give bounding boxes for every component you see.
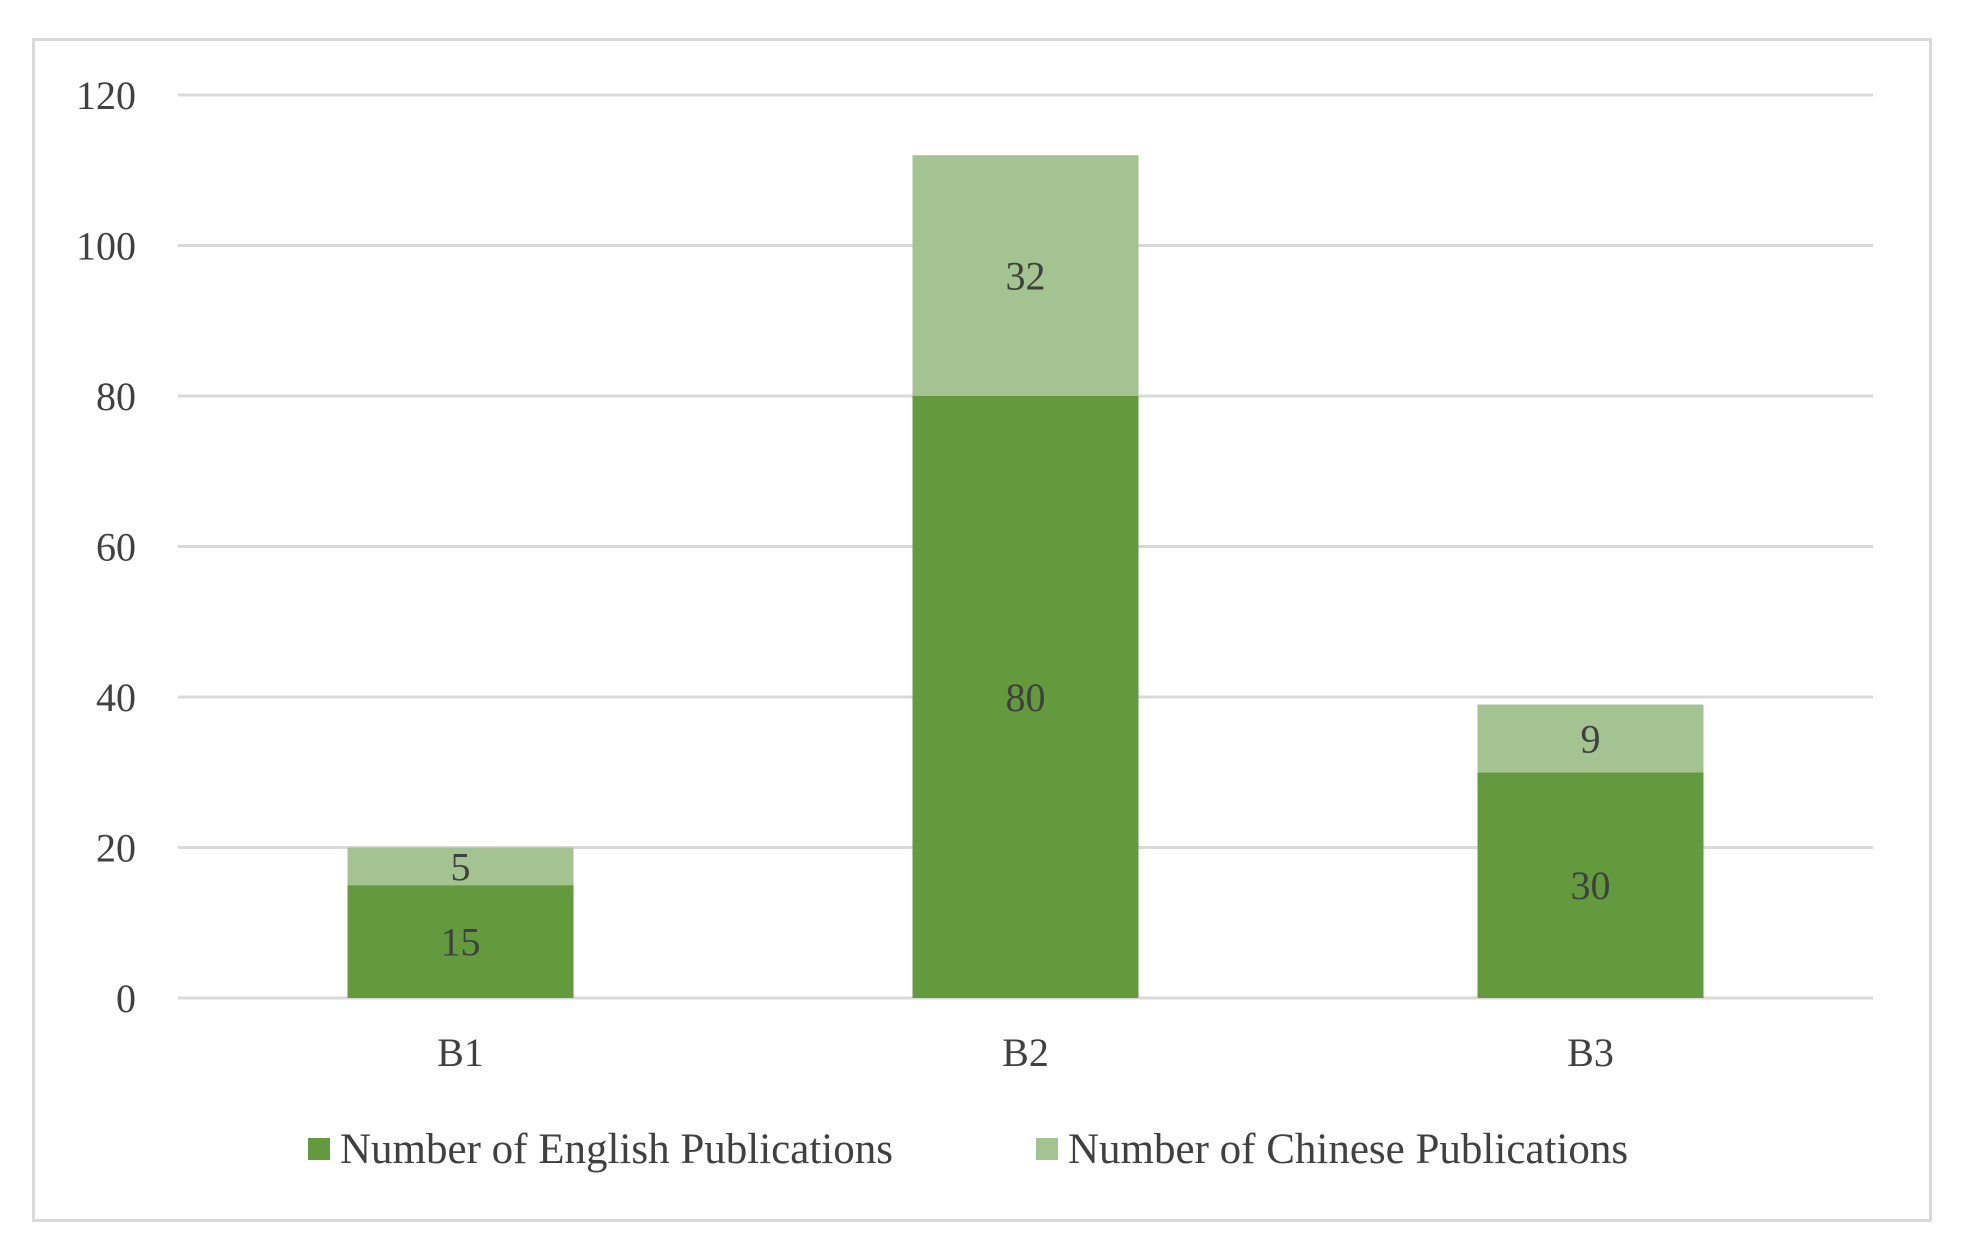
y-tick-label: 100	[76, 224, 136, 269]
data-label: 15	[441, 920, 481, 965]
y-tick-label: 40	[96, 675, 136, 720]
data-label: 9	[1581, 716, 1601, 761]
bar-b1-series-2	[347, 847, 574, 886]
legend-swatch	[308, 1138, 330, 1160]
legend-swatch	[1036, 1138, 1058, 1160]
bar-b2-series-1	[912, 396, 1139, 998]
x-tick-label: B2	[1002, 1030, 1049, 1075]
x-tick-label: B3	[1567, 1030, 1614, 1075]
legend-label: Number of English Publications	[340, 1126, 893, 1173]
data-label: 5	[451, 844, 471, 889]
data-label: 32	[1006, 254, 1046, 299]
data-label: 80	[1006, 675, 1046, 720]
x-tick-label: B1	[437, 1030, 484, 1075]
y-tick-label: 0	[116, 976, 136, 1021]
data-label: 30	[1571, 863, 1611, 908]
bar-b2-series-2	[912, 155, 1139, 396]
y-tick-label: 80	[96, 374, 136, 419]
data-labels: 15 5 80 32 30 9	[441, 254, 1611, 965]
y-tick-label: 20	[96, 826, 136, 871]
legend-label: Number of Chinese Publications	[1068, 1126, 1628, 1173]
bar-b1-series-1	[347, 885, 574, 998]
bar-b3-series-1	[1477, 772, 1704, 998]
bars	[347, 155, 1704, 998]
y-tick-label: 60	[96, 525, 136, 570]
bar-b3-series-2	[1477, 704, 1704, 773]
x-axis-ticks: B1 B2 B3	[437, 1030, 1614, 1075]
y-tick-label: 120	[76, 73, 136, 118]
legend: Number of English Publications Number of …	[308, 1126, 1628, 1173]
y-axis-ticks: 0 20 40 60 80 100 120	[76, 73, 136, 1021]
